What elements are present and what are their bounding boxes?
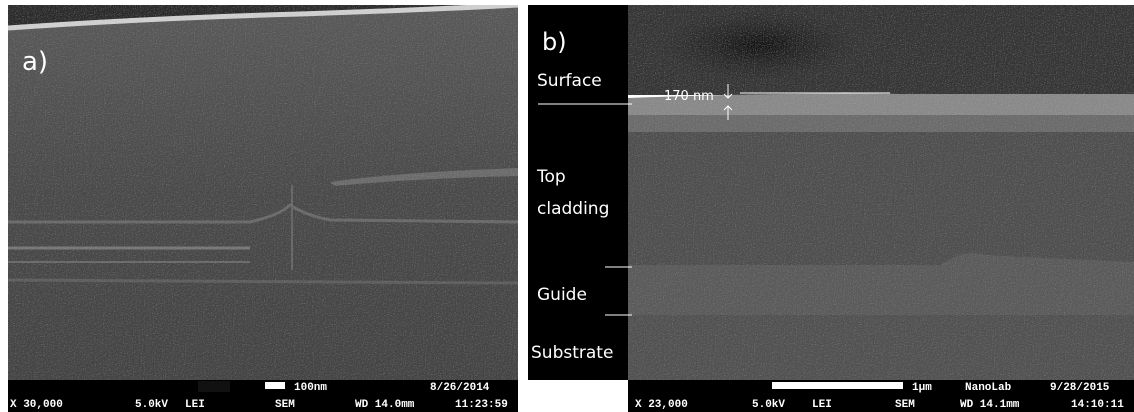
layer-label: Substrate: [531, 343, 613, 363]
figure: a) X 30,000 5.0kV LEI SEM 100nm 8/26/201…: [0, 0, 1134, 412]
date: 8/26/2014: [430, 382, 490, 394]
layer-label: Guide: [537, 285, 587, 305]
scale-bar: [772, 382, 903, 389]
layer-label: Top: [536, 167, 566, 187]
scale-label: 1μm: [912, 382, 932, 394]
panel-a: a) X 30,000 5.0kV LEI SEM 100nm 8/26/201…: [8, 5, 518, 412]
magnification: X 30,000: [10, 399, 63, 411]
thickness-label: 170 nm: [664, 89, 714, 104]
mode: SEM: [275, 399, 295, 411]
panel-label: a): [22, 47, 48, 77]
time: 11:23:59: [455, 399, 508, 411]
layer-label: cladding: [537, 199, 609, 219]
scale-bar: [265, 382, 285, 389]
detector: LEI: [812, 399, 832, 411]
lab: NanoLab: [965, 382, 1012, 394]
voltage: 5.0kV: [752, 399, 785, 411]
time: 14:10:11: [1071, 399, 1124, 411]
label-column: [528, 5, 628, 380]
panel-label: b): [542, 28, 567, 56]
working-distance: WD 14.1mm: [960, 399, 1020, 411]
sem-image-b: [628, 5, 1134, 380]
scale-label: 100nm: [294, 382, 327, 394]
bar-block: [198, 381, 230, 392]
layer-label: Surface: [537, 71, 602, 91]
voltage: 5.0kV: [135, 399, 168, 411]
sem-image-a: [8, 5, 518, 380]
date: 9/28/2015: [1050, 382, 1110, 394]
mode: SEM: [895, 399, 915, 411]
panel-b: b) Surface Top cladding Guide Substrate …: [528, 5, 1134, 412]
detector: LEI: [185, 399, 205, 411]
working-distance: WD 14.0mm: [355, 399, 415, 411]
magnification: X 23,000: [635, 399, 688, 411]
